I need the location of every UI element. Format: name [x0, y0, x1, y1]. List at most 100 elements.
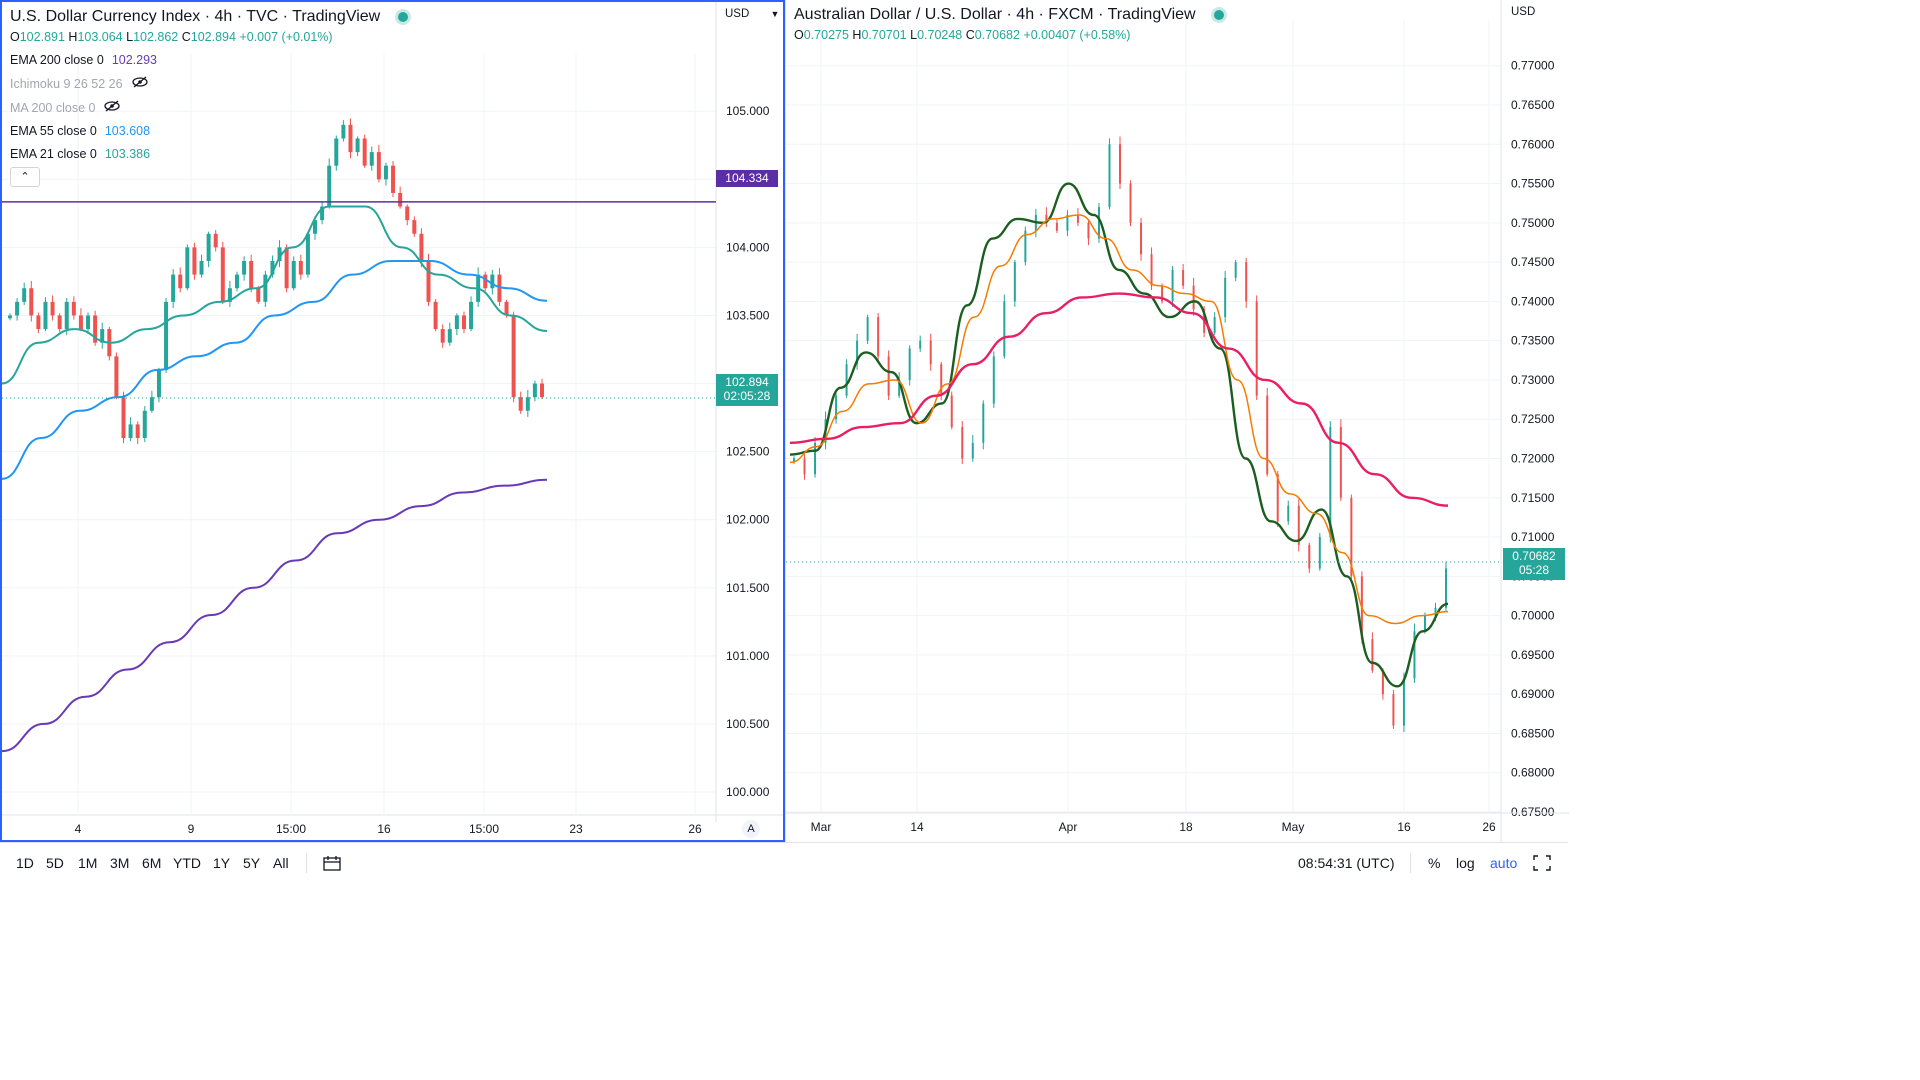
- candle-body: [348, 124, 353, 153]
- hidden-eye-icon[interactable]: [131, 76, 149, 91]
- candle-body: [469, 301, 474, 330]
- candle-body: [1045, 214, 1048, 223]
- indicator-ema55-value: 103.608: [104, 124, 151, 138]
- dxy-chart-pane[interactable]: 105.000104.500104.000103.500103.000102.5…: [0, 0, 785, 842]
- y-tick-label: 0.70000: [1511, 609, 1555, 623]
- indicator-ema21-value: 103.386: [104, 147, 151, 161]
- timeframe-ytd-button[interactable]: YTD: [173, 855, 201, 871]
- fullscreen-icon[interactable]: [1533, 855, 1551, 874]
- indicator-ema21[interactable]: EMA 21 close 0 103.386: [10, 147, 408, 161]
- x-tick-label: May: [1282, 820, 1305, 834]
- dxy-currency-selector[interactable]: USD ▼: [725, 8, 779, 20]
- timeframe-1m-button[interactable]: 1M: [78, 855, 98, 871]
- timeframe-all-button[interactable]: All: [273, 855, 289, 871]
- audusd-currency-selector[interactable]: USD: [1511, 6, 1535, 18]
- y-tick-label: 102.000: [726, 513, 770, 527]
- indicator-ichimoku[interactable]: Ichimoku 9 26 52 26: [10, 76, 408, 91]
- indicator-ema21-name: EMA 21 close 0: [10, 147, 97, 161]
- y-tick-label: 0.68500: [1511, 726, 1555, 740]
- candle-body: [1129, 183, 1132, 223]
- x-tick-label: Apr: [1059, 820, 1078, 834]
- timeframe-3m-button[interactable]: 3M: [110, 855, 130, 871]
- utc-clock[interactable]: 08:54:31 (UTC): [1298, 855, 1395, 871]
- candle-body: [1182, 269, 1185, 286]
- y-tick-label: 0.77000: [1511, 59, 1555, 73]
- candle-body: [227, 288, 232, 302]
- auto-scale-toggle[interactable]: auto: [1490, 855, 1518, 871]
- candle-body: [121, 397, 126, 438]
- candle-body: [398, 192, 403, 207]
- audusd-chart-canvas[interactable]: 0.77000 0.76500 0.76000 0.75500 0.75000 0.745…: [786, 0, 1569, 842]
- y-tick-label: 0.75500: [1511, 177, 1555, 191]
- y-tick-label: 0.68000: [1511, 766, 1555, 780]
- candle-body: [1192, 285, 1195, 310]
- percent-scale-toggle[interactable]: %: [1428, 855, 1441, 871]
- candle-body: [1266, 395, 1269, 475]
- timeframe-6m-button[interactable]: 6M: [142, 855, 162, 871]
- candle-body: [461, 315, 466, 330]
- candle-body: [277, 247, 282, 261]
- candle-body: [532, 383, 537, 398]
- candle-body: [497, 274, 502, 302]
- candle-body: [1161, 285, 1164, 302]
- candle-body: [114, 356, 119, 398]
- candle-body: [919, 340, 922, 349]
- candle-body: [1318, 537, 1321, 569]
- y-tick-label: 0.73000: [1511, 373, 1555, 387]
- candle-body: [982, 403, 985, 443]
- candle-body: [845, 364, 848, 396]
- candle-body: [1245, 262, 1248, 302]
- timeframe-1d-button[interactable]: 1D: [16, 855, 34, 871]
- audusd-symbol-title[interactable]: Australian Dollar / U.S. Dollar · 4h · F…: [794, 6, 1196, 23]
- x-tick-label: Mar: [811, 820, 832, 834]
- candle-body: [1413, 631, 1416, 679]
- indicator-ma200[interactable]: MA 200 close 0: [10, 100, 408, 115]
- audusd-high: 0.70701: [861, 28, 907, 42]
- candle-body: [898, 379, 901, 396]
- indicator-line-1: [2, 260, 548, 480]
- candle-body: [540, 383, 544, 398]
- x-tick-label: 9: [188, 822, 195, 836]
- x-tick-label: 16: [377, 822, 391, 836]
- indicator-ema200[interactable]: EMA 200 close 0 102.293: [10, 53, 408, 67]
- y-tick-label: 100.500: [726, 717, 770, 731]
- auto-scale-button[interactable]: A: [742, 820, 760, 838]
- x-tick-label: 14: [910, 820, 924, 834]
- legend-collapse-button[interactable]: ⌃: [10, 167, 40, 187]
- candle-body: [856, 340, 859, 365]
- candle-body: [1339, 427, 1342, 498]
- candle-body: [961, 427, 964, 459]
- date-range-calendar-icon[interactable]: [323, 855, 341, 874]
- dxy-high: 103.064: [77, 30, 123, 44]
- candle-body: [1108, 144, 1111, 208]
- candle-body: [178, 274, 183, 289]
- candle-body: [1003, 301, 1006, 357]
- audusd-chart-pane[interactable]: 0.77000 0.76500 0.76000 0.75500 0.75000 0.745…: [785, 0, 1569, 842]
- candle-body: [43, 301, 48, 330]
- candle-body: [1224, 277, 1227, 318]
- candle-body: [866, 317, 869, 341]
- log-scale-toggle[interactable]: log: [1456, 855, 1475, 871]
- candle-body: [835, 395, 838, 420]
- candle-body: [213, 233, 218, 248]
- timeframe-5d-button[interactable]: 5D: [46, 855, 64, 871]
- audusd-low: 0.70248: [917, 28, 963, 42]
- dxy-symbol-title[interactable]: U.S. Dollar Currency Index · 4h · TVC · …: [10, 8, 381, 25]
- timeframe-5y-button[interactable]: 5Y: [243, 855, 261, 871]
- toolbar-divider: [306, 853, 307, 873]
- candle-body: [1445, 568, 1447, 608]
- x-tick-label: 15:00: [469, 822, 499, 836]
- x-tick-label: 4: [75, 822, 82, 836]
- candle-body: [511, 315, 516, 398]
- candle-body: [405, 206, 410, 221]
- candle-body: [1329, 427, 1332, 538]
- y-tick-label: 0.69500: [1511, 648, 1555, 662]
- candle-body: [1423, 615, 1426, 632]
- candle-body: [1024, 230, 1027, 263]
- y-tick-label: 0.76000: [1511, 137, 1555, 151]
- y-tick-label: 104.000: [726, 240, 770, 254]
- timeframe-1y-button[interactable]: 1Y: [213, 855, 231, 871]
- hidden-eye-icon[interactable]: [103, 100, 121, 115]
- indicator-ema55[interactable]: EMA 55 close 0 103.608: [10, 124, 408, 138]
- candle-body: [298, 261, 303, 275]
